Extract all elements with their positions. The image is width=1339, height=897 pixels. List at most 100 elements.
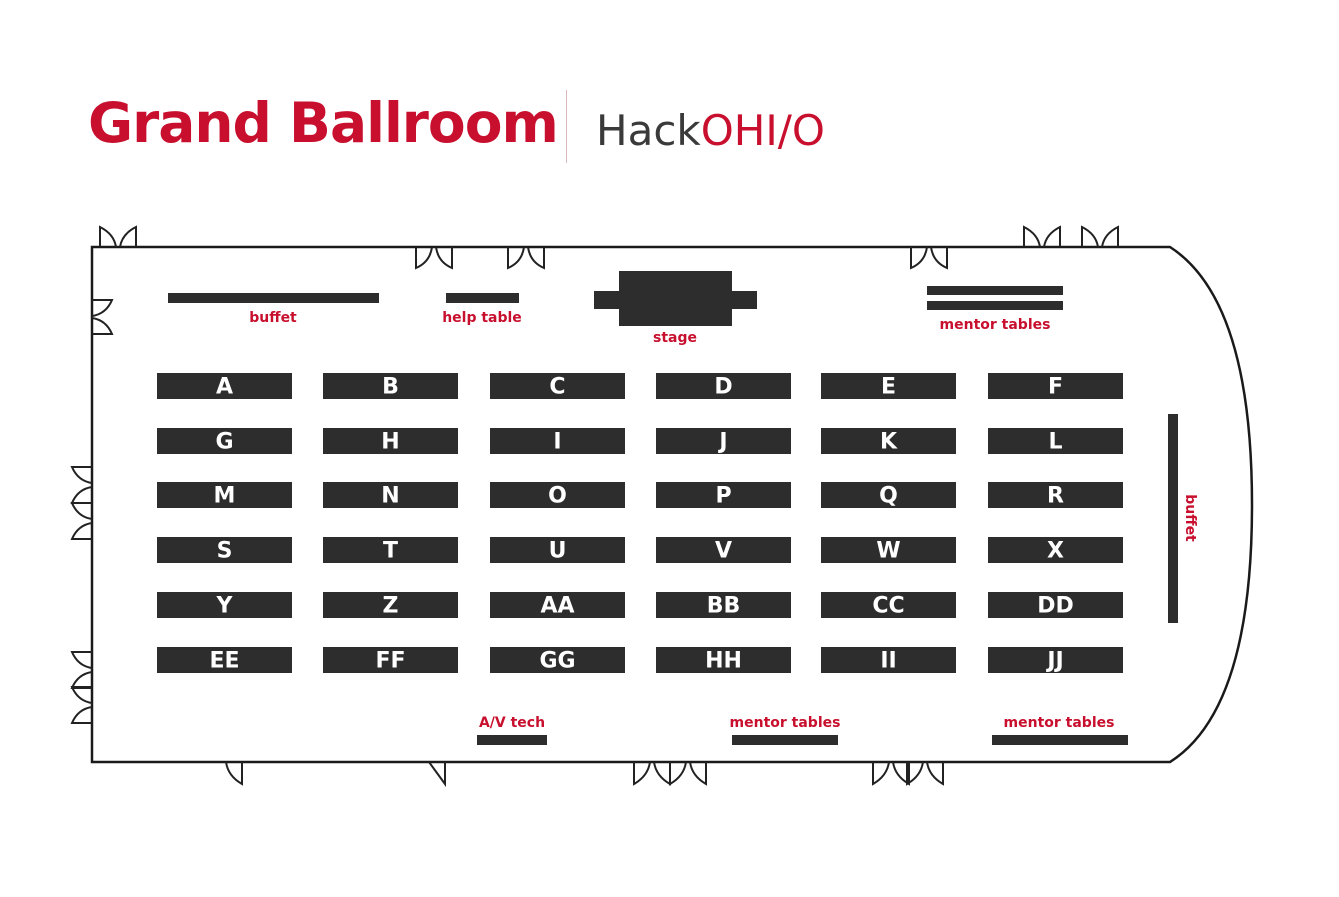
mentor-table-top-2 [927, 301, 1063, 310]
table-b: B [323, 373, 458, 400]
table-o: O [490, 482, 625, 509]
door-icon [225, 761, 243, 786]
table-rect [821, 428, 956, 454]
table-label: FF [375, 649, 405, 674]
table-rect [821, 647, 956, 673]
table-rect [157, 592, 292, 618]
door-icon [119, 225, 137, 248]
table-label: H [381, 430, 399, 455]
door-icon [1023, 225, 1041, 248]
table-label: C [549, 375, 565, 400]
table-rect [821, 482, 956, 508]
table-label: JJ [1045, 649, 1063, 674]
table-aa: AA [490, 592, 625, 619]
table-rect [490, 428, 625, 454]
stage [594, 271, 757, 326]
table-label: D [714, 375, 732, 400]
table-label: N [381, 484, 399, 509]
table-label: J [717, 430, 727, 455]
table-gg: GG [490, 647, 625, 674]
table-rect [656, 537, 791, 563]
table-label: K [880, 430, 898, 455]
table-rect [323, 373, 458, 399]
table-s: S [157, 537, 292, 564]
table-label: U [549, 539, 567, 564]
door-icon [91, 299, 114, 317]
table-rect [490, 647, 625, 673]
table-t: T [323, 537, 458, 564]
table-label: P [715, 484, 731, 509]
table-a: A [157, 373, 292, 400]
table-label: M [214, 484, 236, 509]
table-h: H [323, 428, 458, 455]
door-icon [91, 317, 114, 335]
table-label: B [382, 375, 399, 400]
table-rect [323, 482, 458, 508]
door-icon [669, 761, 687, 786]
table-label: Y [216, 594, 234, 619]
table-label: II [880, 649, 896, 674]
door-icon [1043, 225, 1061, 248]
table-f: F [988, 373, 1123, 400]
brand-logo: HackOHI/O [596, 104, 825, 158]
table-label: G [215, 430, 233, 455]
table-label: I [553, 430, 561, 455]
table-rect [323, 647, 458, 673]
door-icon [70, 651, 93, 669]
table-rect [157, 647, 292, 673]
door-icon [872, 761, 890, 786]
door-icon [70, 522, 93, 540]
door-icon [653, 761, 671, 786]
door-icon [70, 502, 93, 520]
table-e: E [821, 373, 956, 400]
door-icon [415, 246, 433, 270]
table-w: W [821, 537, 956, 564]
table-label: AA [540, 594, 574, 619]
table-l: L [988, 428, 1123, 455]
table-label: GG [539, 649, 575, 674]
buffet-right-table [1168, 414, 1178, 623]
table-rect [490, 482, 625, 508]
table-rect [988, 373, 1123, 399]
mentor-tables-bottom-middle-label: mentor tables [730, 715, 841, 731]
door-icon [70, 686, 93, 704]
table-rect [988, 482, 1123, 508]
door-icon [70, 486, 93, 504]
table-rect [656, 647, 791, 673]
door-icon [70, 671, 93, 689]
table-c: C [490, 373, 625, 400]
table-rect [490, 592, 625, 618]
table-rect [988, 537, 1123, 563]
table-label: EE [209, 649, 239, 674]
door-icon [892, 761, 910, 786]
av-tech-table [477, 735, 547, 745]
table-hh: HH [656, 647, 791, 674]
table-u: U [490, 537, 625, 564]
table-rect [988, 428, 1123, 454]
table-label: F [1048, 375, 1063, 400]
door-icon [906, 761, 924, 786]
door-icon [527, 246, 545, 270]
table-rect [323, 592, 458, 618]
table-rect [656, 592, 791, 618]
table-p: P [656, 482, 791, 509]
table-rect [323, 428, 458, 454]
table-m: M [157, 482, 292, 509]
mentor-tables-bottom-right-label: mentor tables [1004, 715, 1115, 731]
table-label: CC [872, 594, 904, 619]
table-k: K [821, 428, 956, 455]
tables-grid: A B C D E F G H I J K L M N O P Q R S T U V W X Y Z AA BB CC DD EE FF GG… [157, 373, 1123, 674]
table-label: T [383, 539, 398, 564]
door-icon [926, 761, 944, 786]
table-rect [821, 537, 956, 563]
mentor-tables-top-label: mentor tables [940, 317, 1051, 333]
door-icon [910, 246, 928, 270]
table-rect [157, 373, 292, 399]
door-icon [930, 246, 948, 270]
table-z: Z [323, 592, 458, 619]
door-icon [689, 761, 707, 786]
table-ff: FF [323, 647, 458, 674]
mentor-table-bottom-middle [732, 735, 838, 745]
door-icon [99, 225, 117, 248]
